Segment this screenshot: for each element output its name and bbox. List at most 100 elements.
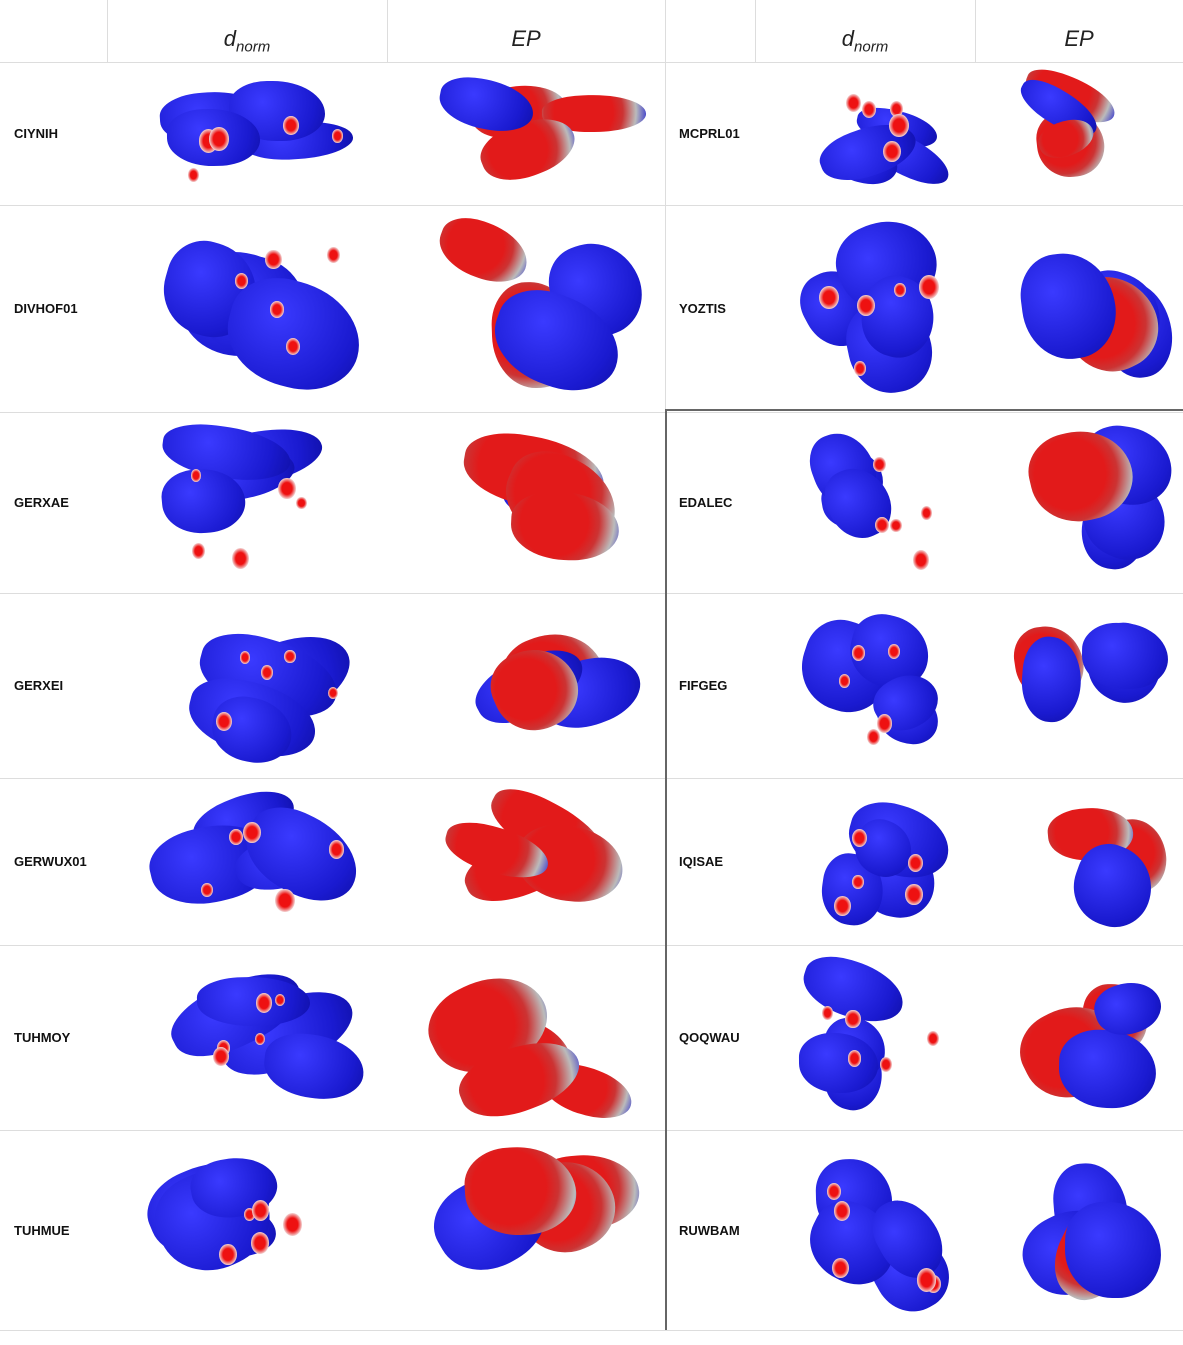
header-text: d xyxy=(842,26,854,51)
row-divider xyxy=(0,205,665,206)
header-divider xyxy=(665,62,1183,63)
contact-spot xyxy=(927,1031,940,1046)
contact-spot xyxy=(883,141,901,163)
header-text: d xyxy=(224,26,236,51)
row-divider xyxy=(0,412,665,413)
panel-divider xyxy=(665,0,666,410)
contact-spot xyxy=(913,550,929,569)
contact-spot xyxy=(278,478,295,499)
contact-spot xyxy=(919,275,939,299)
row-divider xyxy=(0,1130,665,1131)
contact-spot xyxy=(852,875,863,889)
contact-spot xyxy=(822,1006,833,1020)
contact-spot xyxy=(284,650,296,664)
row-label: GERXAE xyxy=(14,412,69,593)
contact-spot xyxy=(209,127,229,150)
row-label: RUWBAM xyxy=(679,1130,740,1330)
contact-spot xyxy=(261,665,273,679)
contact-spot xyxy=(875,517,889,534)
contact-spot xyxy=(873,457,885,472)
row-divider xyxy=(0,945,665,946)
contact-spot xyxy=(845,1010,860,1029)
column-header: dnorm xyxy=(107,26,387,55)
row-divider xyxy=(665,1330,1183,1331)
row-divider xyxy=(665,778,1183,779)
contact-spot xyxy=(889,114,909,138)
contact-spot xyxy=(839,674,850,687)
row-divider xyxy=(665,412,1183,413)
contact-spot xyxy=(834,896,851,916)
row-divider xyxy=(0,593,665,594)
surface-lobe xyxy=(1081,622,1167,689)
row-divider xyxy=(665,945,1183,946)
header-subscript: norm xyxy=(854,38,888,55)
contact-spot xyxy=(232,548,249,569)
contact-spot xyxy=(905,884,922,905)
column-divider xyxy=(387,0,388,62)
row-divider xyxy=(665,1130,1183,1131)
row-divider xyxy=(0,778,665,779)
contact-spot xyxy=(283,1213,302,1236)
row-divider xyxy=(0,1330,665,1331)
contact-spot xyxy=(877,714,893,733)
contact-spot xyxy=(283,116,299,135)
header-text: EP xyxy=(1064,26,1093,51)
contact-spot xyxy=(219,1244,237,1265)
header-subscript: norm xyxy=(236,38,270,55)
surface-lobe xyxy=(261,1029,368,1103)
contact-spot xyxy=(265,250,281,270)
contact-spot xyxy=(328,687,338,699)
row-label: DIVHOF01 xyxy=(14,205,78,412)
contact-spot xyxy=(827,1183,841,1200)
contact-spot xyxy=(921,506,932,520)
contact-spot xyxy=(286,338,300,355)
contact-spot xyxy=(819,286,838,309)
row-label: CIYNIH xyxy=(14,62,58,205)
contact-spot xyxy=(229,829,243,845)
contact-spot xyxy=(270,301,284,317)
contact-spot xyxy=(852,645,866,661)
row-label: YOZTIS xyxy=(679,205,726,412)
row-label: GERWUX01 xyxy=(14,778,87,945)
column-divider xyxy=(755,0,756,62)
surface-lobe xyxy=(432,209,537,292)
contact-spot xyxy=(846,94,861,112)
column-divider xyxy=(975,0,976,62)
contact-spot xyxy=(296,497,306,509)
row-label: MCPRL01 xyxy=(679,62,740,205)
contact-spot xyxy=(192,543,206,559)
page: dnormEPCIYNIHDIVHOF01GERXAEGERXEIGERWUX0… xyxy=(0,0,1183,1345)
panel-divider xyxy=(665,410,667,1330)
contact-spot xyxy=(201,883,213,898)
column-header: dnorm xyxy=(755,26,975,55)
row-divider xyxy=(665,593,1183,594)
contact-spot xyxy=(327,247,340,262)
row-label: FIFGEG xyxy=(679,593,727,778)
contact-spot xyxy=(188,168,200,182)
row-label: TUHMUE xyxy=(14,1130,70,1330)
surface-lobe xyxy=(1058,1029,1157,1109)
row-divider xyxy=(665,205,1183,206)
contact-spot xyxy=(240,651,250,663)
contact-spot xyxy=(890,519,901,532)
contact-spot xyxy=(213,1047,229,1066)
contact-spot xyxy=(255,1033,265,1045)
contact-spot xyxy=(880,1057,892,1072)
contact-spot xyxy=(834,1201,850,1220)
contact-spot xyxy=(917,1268,936,1291)
row-label: IQISAE xyxy=(679,778,723,945)
contact-spot xyxy=(275,889,294,912)
header-divider xyxy=(0,62,665,63)
column-divider xyxy=(107,0,108,62)
contact-spot xyxy=(867,729,880,745)
header-text: EP xyxy=(511,26,540,51)
contact-spot xyxy=(251,1232,269,1254)
column-header: EP xyxy=(975,26,1183,52)
column-header: EP xyxy=(387,26,665,52)
surface-lobe xyxy=(1065,1201,1162,1298)
row-label: TUHMOY xyxy=(14,945,70,1130)
row-label: GERXEI xyxy=(14,593,63,778)
row-label: QOQWAU xyxy=(679,945,740,1130)
panel-divider xyxy=(665,409,1183,411)
contact-spot xyxy=(252,1200,269,1221)
